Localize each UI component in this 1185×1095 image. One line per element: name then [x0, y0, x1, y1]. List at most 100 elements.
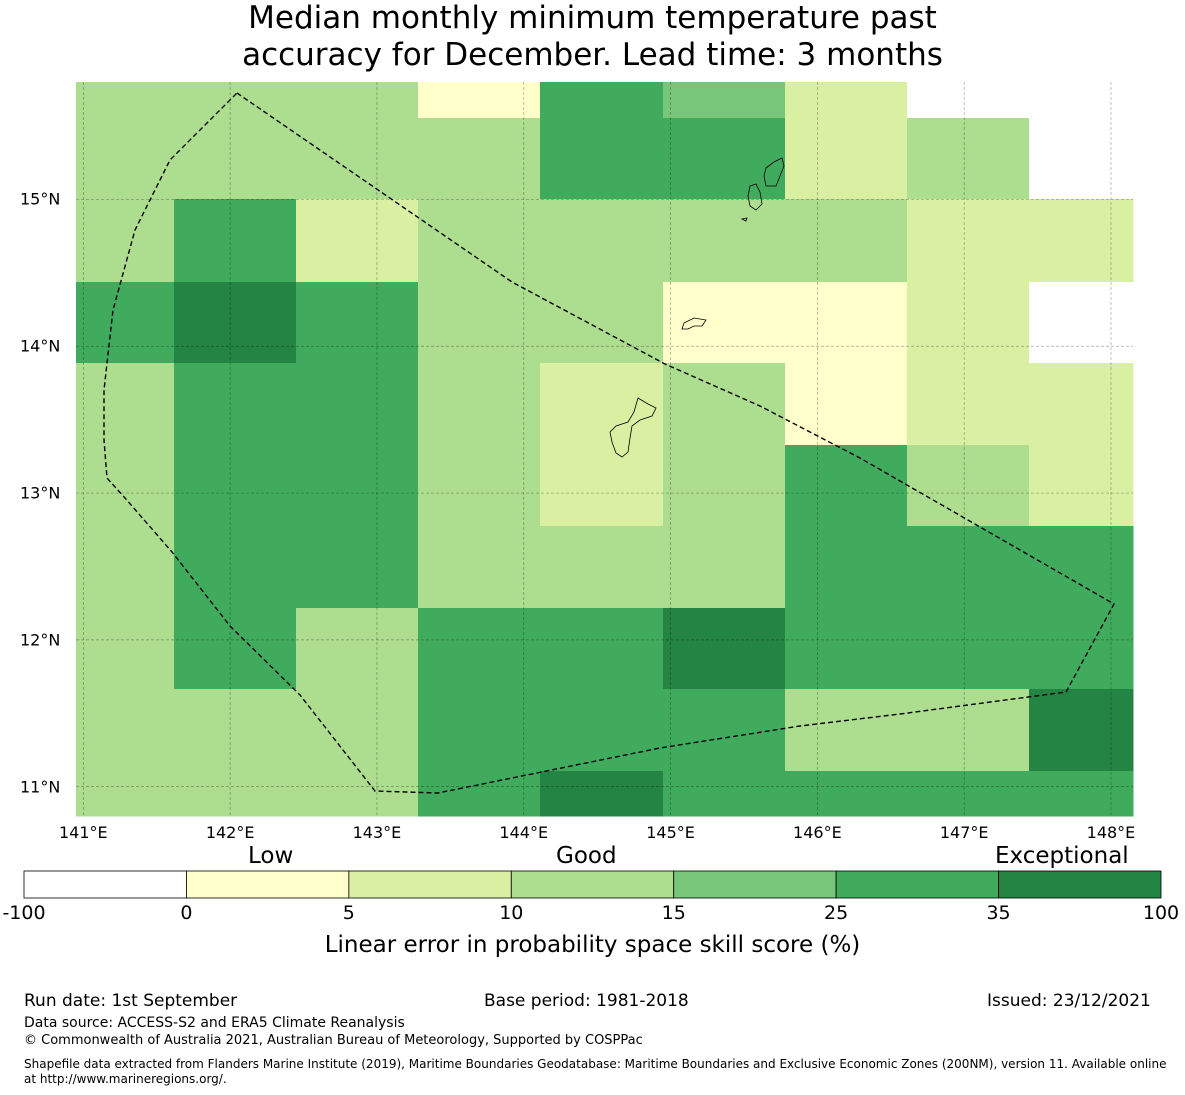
grid-cell	[663, 199, 786, 283]
grid-cell	[296, 199, 419, 283]
grid-cell	[663, 445, 786, 527]
title-line-1: Median monthly minimum temperature past	[248, 0, 937, 36]
category-exceptional: Exceptional	[995, 843, 1129, 869]
colorbar-segment	[998, 870, 1162, 899]
grid-cell	[174, 689, 297, 772]
grid-cell	[663, 608, 786, 690]
grid-cell	[418, 363, 541, 446]
lon-tick-label: 147°E	[939, 823, 989, 842]
grid-cell	[76, 526, 175, 609]
colorbar-segment	[186, 870, 350, 899]
colorbar-label: Linear error in probability space skill …	[324, 932, 861, 958]
grid-cell	[907, 199, 1030, 283]
grid-cell	[785, 608, 908, 690]
grid-cell	[1029, 526, 1134, 609]
grid-cell	[296, 282, 419, 364]
grid-cell	[540, 199, 664, 283]
guam-island	[609, 397, 657, 458]
grid-cell	[174, 363, 297, 446]
grid-cell	[785, 445, 908, 527]
grid-cell	[296, 689, 419, 772]
grid-cell	[785, 199, 908, 283]
grid-cell	[663, 118, 786, 200]
grid-cell	[785, 282, 908, 364]
grid-cell	[174, 445, 297, 527]
grid-cell	[785, 526, 908, 609]
grid-cell	[296, 445, 419, 527]
title-line-2: accuracy for December. Lead time: 3 mont…	[242, 37, 943, 73]
grid-cell	[76, 689, 175, 772]
grid-cell	[418, 282, 541, 364]
data-source: Data source: ACCESS-S2 and ERA5 Climate …	[24, 1015, 405, 1031]
colorbar-segment	[348, 870, 512, 899]
grid-cell	[540, 771, 664, 817]
grid-cell	[174, 118, 297, 200]
grid-cell	[540, 526, 664, 609]
category-good: Good	[556, 843, 617, 869]
graticule	[76, 82, 1133, 816]
map-title: Median monthly minimum temperature past …	[0, 0, 1185, 74]
grid-cell	[1029, 771, 1134, 817]
grid-cell	[907, 445, 1030, 527]
grid-cell	[1029, 199, 1134, 283]
rota-island	[681, 317, 707, 330]
grid-cell	[418, 526, 541, 609]
lat-tick-label: 14°N	[20, 336, 61, 356]
lat-tick-label: 15°N	[20, 189, 61, 209]
grid-cell	[785, 689, 908, 772]
colorbar-segment	[673, 870, 837, 899]
grid-cell	[174, 608, 297, 690]
issued-date: Issued: 23/12/2021	[987, 991, 1151, 1011]
grid-cell	[907, 82, 1030, 119]
grid-cell	[785, 363, 908, 446]
colorbar-segment	[23, 870, 187, 899]
lon-tick-label: 146°E	[793, 823, 842, 842]
colorbar-tick-label: 25	[824, 902, 849, 924]
lon-tick-label: 144°E	[499, 823, 549, 842]
grid-cell	[76, 82, 175, 119]
lat-tick-label: 11°N	[20, 777, 61, 797]
grid-cell	[663, 363, 786, 446]
colorbar-tick-label: 15	[661, 902, 686, 924]
category-low: Low	[248, 843, 294, 869]
grid-cell	[174, 82, 297, 119]
grid-cell	[1029, 82, 1134, 119]
grid-cell	[907, 526, 1030, 609]
grid-cell	[418, 445, 541, 527]
grid-cell	[418, 82, 541, 119]
lon-tick-label: 141°E	[59, 823, 108, 842]
grid-cell	[296, 526, 419, 609]
base-period: Base period: 1981-2018	[484, 991, 689, 1011]
grid-cell	[418, 118, 541, 200]
grid-cell	[540, 82, 664, 119]
grid-cell	[76, 445, 175, 527]
grid-cell	[296, 363, 419, 446]
eez-boundary	[103, 92, 1115, 794]
lon-tick-label: 143°E	[352, 823, 402, 842]
grid-cell	[1029, 689, 1134, 772]
grid-cell	[907, 363, 1030, 446]
grid-cell	[785, 118, 908, 200]
grid-cell	[907, 118, 1030, 200]
grid-cell	[76, 282, 175, 364]
grid-cell	[174, 199, 297, 283]
grid-cell	[540, 363, 664, 446]
aguijan-island	[740, 217, 748, 222]
colorbar-tick-label: 10	[499, 902, 524, 924]
grid-cell	[76, 771, 175, 817]
grid-cell	[296, 82, 419, 119]
tinian-island	[747, 183, 763, 211]
grid-cell	[1029, 282, 1134, 364]
run-date: Run date: 1st September	[24, 991, 238, 1011]
grid-cell	[418, 199, 541, 283]
grid-cell	[663, 282, 786, 364]
grid-cell	[540, 118, 664, 200]
grid-cell	[76, 608, 175, 690]
colorbar-tick-label: 0	[180, 902, 193, 924]
grid-cell	[907, 282, 1030, 364]
lat-tick-label: 12°N	[20, 630, 61, 650]
colorbar-tick-label: 35	[986, 902, 1011, 924]
grid-cell	[540, 608, 664, 690]
grid-cell	[296, 608, 419, 690]
